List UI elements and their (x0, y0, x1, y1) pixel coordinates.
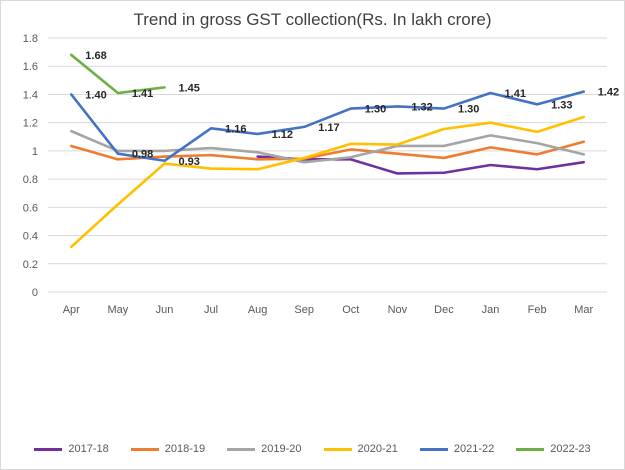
line-chart: 0 0.2 0.4 0.6 0.8 1 1.2 1.4 1.6 1.8 Apr May Jun Jul Au… (23, 33, 619, 316)
x-tick-label: Jun (156, 304, 174, 316)
data-label: 1.45 (178, 82, 199, 94)
series-line-2022-23 (69, 53, 166, 95)
data-label: 1.30 (365, 104, 386, 116)
series-line-2017-18 (256, 155, 586, 175)
data-label: 1.68 (85, 50, 106, 62)
data-label: 1.32 (411, 101, 432, 113)
y-tick-label: 0.6 (23, 202, 38, 214)
legend-label: 2022-23 (550, 443, 591, 455)
series-line-2021-22 (69, 90, 586, 163)
x-tick-label: May (107, 304, 128, 316)
legend-item: 2021-22 (419, 443, 495, 455)
data-label: 1.33 (551, 99, 572, 111)
data-label: 0.98 (132, 149, 153, 161)
data-label: 1.41 (132, 88, 153, 100)
chart-title: Trend in gross GST collection(Rs. In lak… (133, 10, 492, 29)
data-label: 0.93 (178, 156, 199, 168)
data-label: 1.42 (598, 87, 619, 99)
series-line-2020-21 (69, 115, 586, 249)
y-tick-label: 1.2 (23, 118, 38, 130)
legend-item: 2022-23 (516, 443, 591, 455)
x-tick-label: Feb (528, 304, 547, 316)
x-tick-label: Mar (574, 304, 593, 316)
y-tick-label: 1 (32, 146, 38, 158)
x-tick-label: Dec (434, 304, 454, 316)
y-tick-label: 0.8 (23, 174, 38, 186)
legend-item: 2018-19 (130, 443, 206, 455)
legend-item: 2019-20 (227, 443, 302, 455)
legend-label: 2019-20 (261, 443, 302, 455)
y-tick-label: 0.4 (23, 231, 38, 243)
data-label: 1.16 (225, 123, 246, 135)
legend-swatch (34, 447, 63, 451)
data-label: 1.40 (85, 89, 106, 101)
data-label: 1.12 (272, 129, 293, 141)
x-tick-label: Oct (342, 304, 359, 316)
data-label: 1.30 (458, 104, 479, 116)
legend-swatch (419, 447, 448, 451)
y-tick-label: 0.2 (23, 259, 38, 271)
chart-legend: 2017-18 2018-19 2019-20 2020-21 2021-22 2022-… (0, 443, 625, 455)
legend-item: 2017-18 (34, 443, 109, 455)
series-line-2019-20 (69, 129, 586, 164)
legend-swatch (323, 447, 352, 451)
x-tick-label: Sep (294, 304, 314, 316)
legend-item: 2020-21 (323, 443, 398, 455)
data-label: 1.41 (505, 88, 526, 100)
legend-swatch (227, 447, 256, 451)
x-tick-label: Apr (63, 304, 80, 316)
legend-label: 2021-22 (453, 443, 495, 455)
y-tick-label: 0 (32, 287, 38, 299)
x-tick-label: Nov (388, 304, 408, 316)
x-tick-label: Jul (204, 304, 218, 316)
y-tick-label: 1.8 (23, 33, 38, 45)
x-tick-label: Jan (482, 304, 500, 316)
legend-swatch (516, 447, 545, 451)
data-label: 1.17 (318, 122, 339, 134)
x-tick-label: Aug (248, 304, 268, 316)
y-tick-label: 1.6 (23, 61, 38, 73)
legend-label: 2017-18 (68, 443, 109, 455)
legend-swatch (130, 447, 159, 451)
series-line-2018-19 (69, 140, 586, 161)
legend-label: 2020-21 (357, 443, 398, 455)
y-tick-label: 1.4 (23, 89, 38, 101)
legend-label: 2018-19 (164, 443, 206, 455)
